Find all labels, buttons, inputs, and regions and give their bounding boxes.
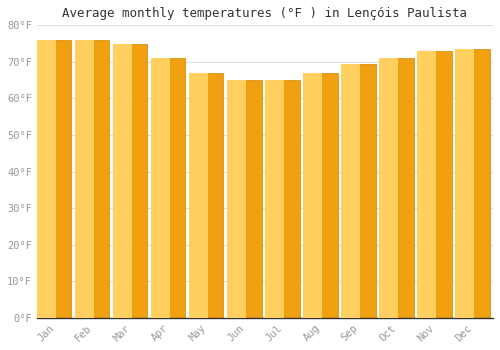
Bar	[458, 49, 490, 318]
Bar	[456, 49, 474, 318]
Bar	[344, 64, 376, 318]
Bar	[116, 43, 148, 318]
Bar	[304, 73, 322, 318]
Bar	[420, 51, 452, 318]
Bar	[306, 73, 338, 318]
Bar	[189, 73, 208, 318]
Bar	[382, 58, 414, 318]
Bar	[75, 40, 94, 318]
Bar	[40, 40, 72, 318]
Bar	[192, 73, 224, 318]
Bar	[230, 80, 262, 318]
Bar	[418, 51, 436, 318]
Bar	[380, 58, 398, 318]
Bar	[154, 58, 186, 318]
Bar	[342, 64, 360, 318]
Bar	[151, 58, 170, 318]
Bar	[268, 80, 300, 318]
Bar	[37, 40, 56, 318]
Bar	[227, 80, 246, 318]
Bar	[113, 43, 132, 318]
Bar	[265, 80, 284, 318]
Title: Average monthly temperatures (°F ) in Lençóis Paulista: Average monthly temperatures (°F ) in Le…	[62, 7, 468, 20]
Bar	[78, 40, 110, 318]
